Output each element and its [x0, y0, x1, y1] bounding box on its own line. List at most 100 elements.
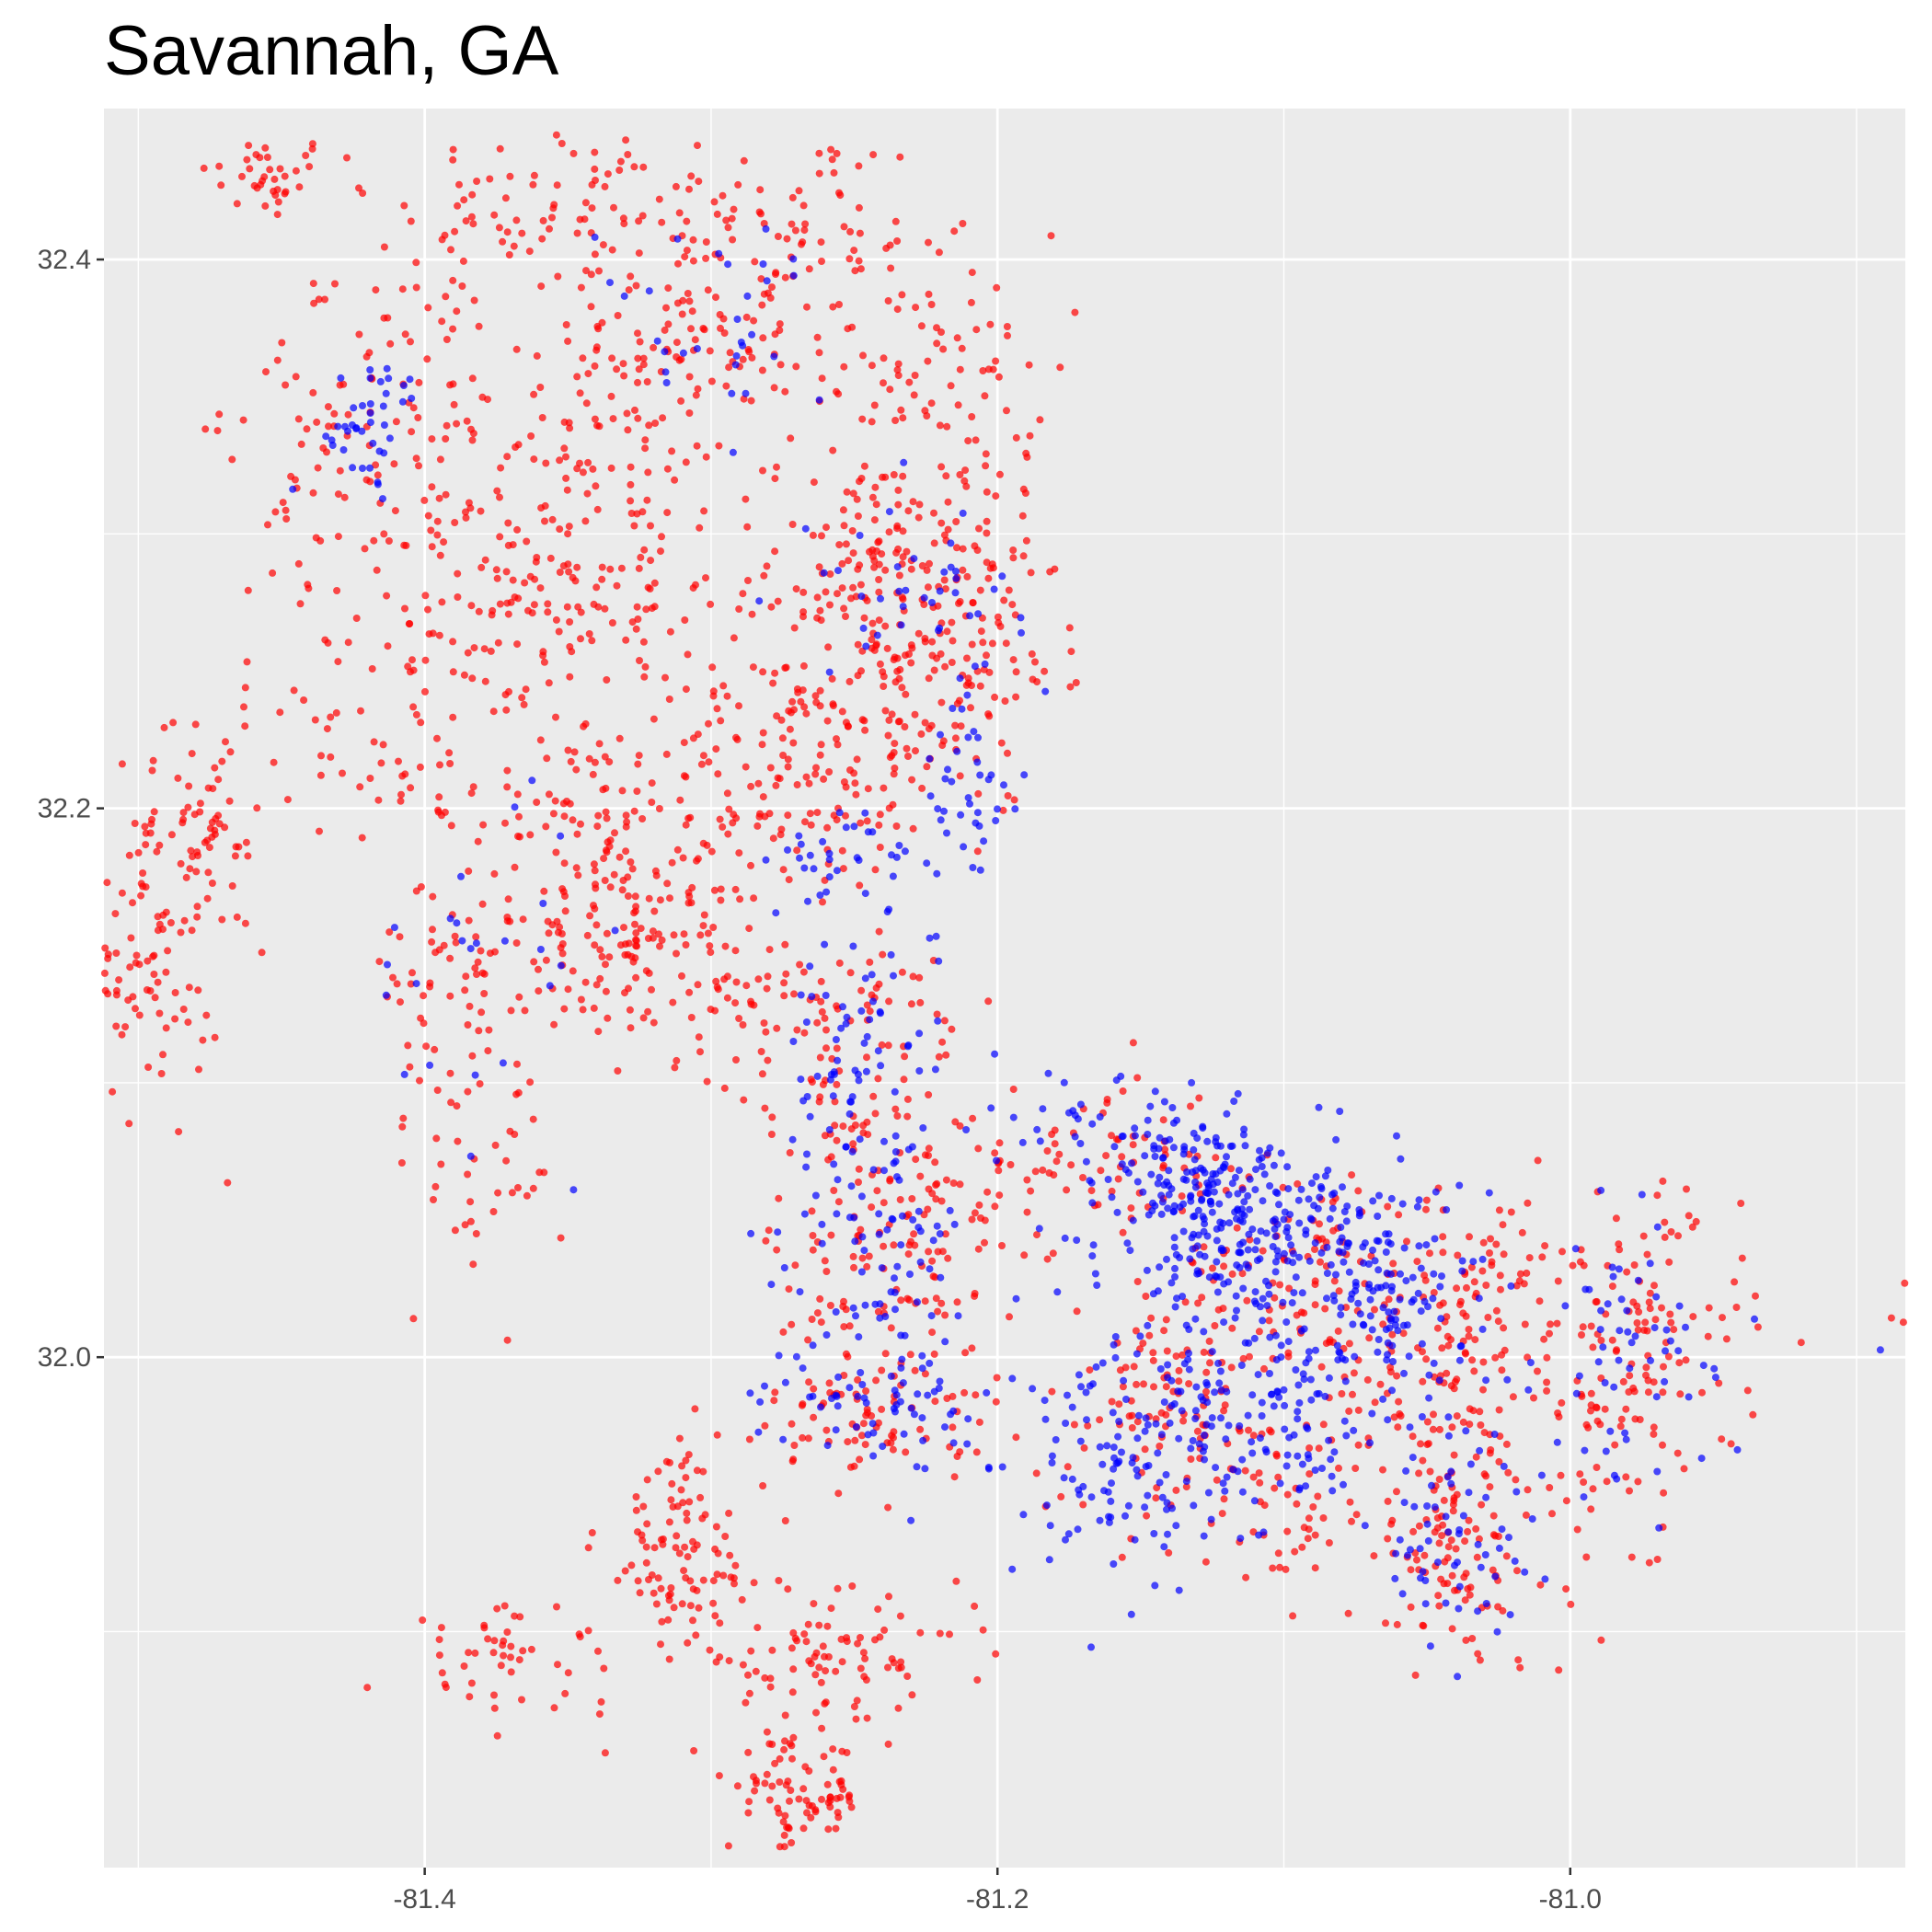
- data-point: [762, 1236, 770, 1245]
- data-point: [1294, 1452, 1302, 1460]
- data-point: [944, 765, 951, 774]
- data-point: [983, 529, 991, 537]
- data-point: [855, 162, 863, 170]
- data-point: [1675, 1359, 1684, 1367]
- data-point: [1444, 1543, 1453, 1551]
- data-point: [781, 387, 789, 396]
- data-point: [241, 684, 249, 692]
- data-point: [1520, 1280, 1528, 1288]
- data-point: [1244, 1191, 1252, 1200]
- data-point: [569, 149, 578, 157]
- data-point: [849, 583, 857, 592]
- data-point: [999, 806, 1007, 814]
- data-point: [1616, 1327, 1624, 1335]
- data-point: [788, 1742, 796, 1750]
- data-point: [897, 406, 905, 414]
- data-point: [845, 255, 854, 263]
- data-point: [645, 969, 653, 977]
- data-point: [854, 640, 862, 649]
- data-point: [1433, 1558, 1442, 1567]
- data-point: [817, 1678, 825, 1686]
- data-point: [897, 1363, 905, 1372]
- data-point: [781, 1517, 789, 1524]
- data-point: [1685, 1212, 1693, 1220]
- data-point: [1311, 1564, 1319, 1572]
- data-point: [533, 554, 541, 561]
- data-point: [1673, 1449, 1682, 1457]
- data-point: [799, 1400, 807, 1409]
- data-point: [984, 365, 993, 374]
- data-point: [1080, 1443, 1088, 1452]
- data-point: [685, 988, 694, 996]
- data-point: [1256, 1478, 1264, 1487]
- data-point: [1340, 1480, 1347, 1489]
- data-point: [1653, 1467, 1662, 1476]
- data-point: [1233, 1214, 1240, 1223]
- data-point: [819, 898, 826, 906]
- data-point: [1033, 1231, 1041, 1239]
- data-point: [766, 1683, 775, 1691]
- data-point: [849, 1304, 857, 1312]
- data-point: [1444, 1432, 1453, 1440]
- data-point: [1208, 1348, 1216, 1356]
- data-point: [1608, 1263, 1616, 1271]
- data-point: [175, 1128, 183, 1136]
- data-point: [1212, 1154, 1220, 1162]
- data-point: [720, 1084, 729, 1092]
- data-point: [530, 601, 538, 609]
- data-point: [602, 987, 610, 995]
- data-point: [308, 140, 316, 148]
- data-point: [453, 1102, 461, 1110]
- data-point: [666, 627, 674, 636]
- data-point: [952, 568, 960, 575]
- data-point: [865, 1252, 873, 1260]
- data-point: [714, 770, 722, 778]
- data-point: [416, 763, 424, 771]
- data-point: [669, 998, 677, 1006]
- data-point: [1368, 1409, 1376, 1418]
- data-point: [995, 373, 1003, 381]
- data-point: [1476, 1446, 1484, 1455]
- data-point: [788, 1320, 796, 1328]
- data-point: [1494, 1533, 1502, 1540]
- data-point: [863, 1714, 871, 1722]
- data-point: [930, 1387, 938, 1396]
- data-point: [1144, 1491, 1152, 1500]
- data-point: [1431, 1503, 1439, 1512]
- data-point: [806, 1112, 814, 1121]
- data-point: [1393, 1620, 1401, 1628]
- data-point: [1087, 1493, 1096, 1501]
- data-point: [1388, 1386, 1396, 1395]
- data-point: [1423, 1502, 1432, 1510]
- data-point: [961, 1349, 970, 1357]
- data-point: [680, 772, 688, 780]
- data-point: [855, 203, 863, 212]
- data-point: [618, 787, 627, 795]
- data-point: [813, 1018, 822, 1027]
- data-point: [1650, 1378, 1658, 1386]
- data-point: [744, 1671, 752, 1679]
- data-point: [1426, 1249, 1433, 1258]
- data-point: [1316, 1220, 1323, 1228]
- data-point: [868, 619, 877, 627]
- data-point: [872, 500, 880, 509]
- data-point: [590, 1004, 598, 1012]
- data-point: [778, 734, 787, 742]
- data-point: [745, 1798, 753, 1806]
- data-point: [581, 517, 590, 525]
- data-point: [821, 1257, 829, 1265]
- data-point: [188, 926, 196, 935]
- data-point: [328, 442, 337, 449]
- data-point: [693, 345, 701, 352]
- data-point: [1667, 1228, 1675, 1236]
- data-point: [998, 1463, 1006, 1471]
- data-point: [998, 1242, 1006, 1249]
- data-point: [1572, 1389, 1581, 1397]
- data-point: [1655, 1524, 1663, 1532]
- data-point: [619, 214, 627, 223]
- data-point: [822, 1667, 830, 1675]
- data-point: [1487, 1235, 1494, 1243]
- data-point: [627, 272, 635, 281]
- data-point: [613, 581, 621, 590]
